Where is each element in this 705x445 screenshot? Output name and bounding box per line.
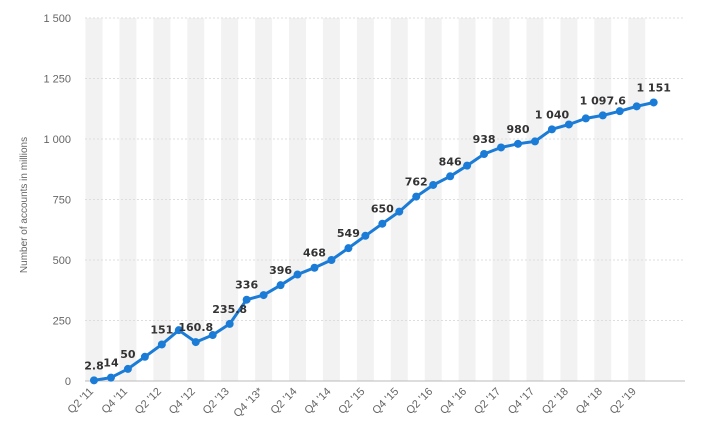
- x-tick-label: Q4 '12: [167, 386, 198, 417]
- data-point: [615, 107, 624, 116]
- x-tick-label: Q4 '13*: [232, 385, 267, 420]
- data-label: 160.8: [178, 321, 213, 334]
- data-point: [649, 98, 658, 107]
- data-label: 14: [103, 357, 119, 370]
- data-point: [327, 256, 336, 264]
- x-tick-label: Q4 '17: [506, 386, 537, 417]
- data-point: [497, 143, 506, 152]
- x-tick-label: Q4 '18: [574, 386, 605, 417]
- background-band: [458, 18, 476, 381]
- data-point: [632, 102, 641, 111]
- background-band: [390, 18, 408, 381]
- data-point: [191, 338, 200, 347]
- x-tick-label: Q2 '18: [540, 386, 571, 417]
- data-point: [378, 219, 387, 228]
- data-label: 1 151: [636, 81, 670, 94]
- background-band: [255, 18, 273, 381]
- data-label: 396: [269, 264, 292, 277]
- data-point: [259, 291, 268, 300]
- x-tick-label: Q4 '11: [99, 386, 130, 417]
- x-tick-label: Q4 '14: [302, 386, 333, 417]
- x-tick-label: Q2 '13: [201, 386, 232, 417]
- background-band: [187, 18, 205, 381]
- data-point: [412, 192, 421, 201]
- data-point: [564, 120, 573, 129]
- y-tick-label: 500: [53, 255, 71, 267]
- data-point: [344, 244, 353, 253]
- data-label: 235.8: [212, 303, 247, 316]
- y-tick-label: 1 000: [43, 134, 71, 146]
- data-point: [514, 139, 522, 148]
- data-point: [598, 111, 607, 120]
- y-axis-ticks: 0 250 500 750 1 000 1 250 1 500: [43, 13, 71, 388]
- y-axis-title: Number of accounts in millions: [19, 137, 30, 273]
- y-tick-label: 0: [65, 376, 71, 388]
- data-point: [276, 281, 285, 290]
- data-label: 468: [303, 247, 326, 260]
- data-point: [446, 172, 455, 181]
- data-point: [225, 319, 234, 328]
- background-band: [322, 18, 340, 381]
- data-point: [463, 161, 472, 170]
- data-point: [90, 376, 98, 385]
- background-band: [560, 18, 578, 381]
- background-band: [119, 18, 137, 381]
- data-point: [581, 114, 590, 123]
- data-point: [361, 231, 370, 240]
- data-point: [157, 340, 166, 349]
- data-label: 846: [439, 155, 462, 168]
- data-point: [106, 373, 115, 382]
- series-line: [92, 101, 656, 382]
- data-label: 938: [473, 133, 496, 146]
- data-label: 762: [405, 176, 428, 189]
- x-tick-label: Q2 '12: [133, 386, 164, 417]
- data-points: [90, 98, 658, 385]
- data-label: 1 097.6: [580, 94, 627, 107]
- x-tick-label: Q2 '19: [608, 386, 639, 417]
- y-tick-label: 750: [53, 195, 71, 207]
- x-tick-label: Q4 '15: [370, 386, 401, 417]
- y-tick-label: 1 250: [43, 74, 71, 86]
- data-point: [480, 150, 489, 159]
- data-label: 650: [371, 203, 394, 216]
- x-tick-label: Q2 '16: [404, 386, 435, 417]
- gridlines: [85, 17, 685, 382]
- x-tick-label: Q2 '17: [472, 386, 503, 417]
- data-point: [208, 331, 217, 340]
- data-point: [123, 364, 132, 373]
- data-label: 50: [120, 348, 136, 361]
- x-axis-ticks: Q2 '11 Q4 '11 Q2 '12 Q4 '12 Q2 '13 Q4 '13* Q2 …: [66, 385, 639, 420]
- data-label: 980: [507, 123, 530, 136]
- data-point: [547, 125, 556, 134]
- data-point: [140, 352, 149, 361]
- data-point: [310, 263, 319, 272]
- data-point: [530, 137, 539, 146]
- x-tick-label: Q2 '11: [66, 386, 97, 417]
- y-tick-label: 250: [53, 316, 71, 328]
- data-label: 1 040: [535, 108, 570, 121]
- data-label: 336: [235, 279, 258, 292]
- data-point: [242, 295, 251, 304]
- data-point: [293, 270, 302, 279]
- x-tick-label: Q4 '16: [438, 386, 469, 417]
- data-label: 549: [337, 227, 360, 240]
- y-tick-label: 1 500: [43, 13, 71, 25]
- x-tick-label: Q2 '14: [268, 386, 299, 417]
- data-label: 151: [150, 323, 173, 336]
- data-point: [174, 326, 183, 335]
- x-tick-label: Q2 '15: [336, 386, 367, 417]
- data-point: [395, 207, 404, 216]
- data-label: 2.8: [84, 359, 104, 372]
- data-point: [429, 180, 438, 189]
